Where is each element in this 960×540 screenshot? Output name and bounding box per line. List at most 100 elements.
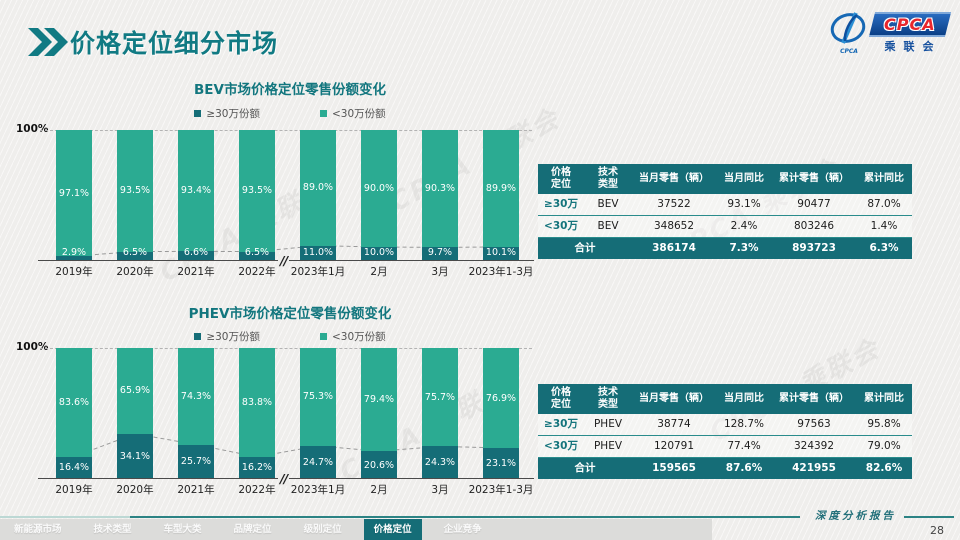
bar-value-label: 16.2% [241, 462, 273, 474]
segment-over-300k: 10.0% [361, 247, 397, 260]
x-axis-label: 2019年 [55, 266, 93, 278]
tab-企业竞争[interactable]: 企业竞争 [443, 524, 482, 535]
total-row-cell: 合计 [538, 458, 632, 479]
bar-value-label: 16.4% [58, 462, 90, 474]
x-axis-label: 2022年 [238, 484, 276, 496]
table-header-cell: 累计同比 [856, 384, 912, 414]
x-axis-label: 3月 [431, 484, 449, 496]
total-row-cell: 421955 [772, 458, 856, 479]
x-axis-label: 2023年1-3月 [468, 484, 534, 496]
legend-label: ≥30万份额 [206, 331, 260, 343]
bev-axis-break: // [278, 253, 290, 268]
bar-value-label: 10.0% [363, 247, 395, 258]
bar-value-label: 6.5% [122, 247, 148, 258]
table-cell: 97563 [772, 414, 856, 436]
bar-2023年1月: 75.3% 24.7% [300, 348, 336, 478]
bar-value-label: 83.8% [241, 396, 273, 408]
legend-label: ≥30万份额 [206, 108, 260, 120]
segment-over-300k: 34.1% [117, 433, 153, 478]
bar-2020年: 93.5% 6.5% [117, 130, 153, 260]
legend-item-over30: ≥30万份额 [194, 329, 260, 344]
bar-value-label: 90.3% [424, 183, 456, 195]
segment-under-300k: 76.9% [483, 348, 519, 448]
phev-data-table: 价格 定位 技术 类型 当月零售（辆） 当月同比 累计零售（辆） 累计同比 ≥30万 PHEV… [538, 384, 912, 479]
tab-技术类型[interactable]: 技术类型 [93, 524, 132, 535]
table-cell: BEV [584, 216, 632, 238]
phev-y-axis-max-label: 100% [16, 341, 49, 353]
bev-data-table: 价格 定位 技术 类型 当月零售（辆） 当月同比 累计零售（辆） 累计同比 ≥30万 BEV 3… [538, 164, 912, 259]
bar-value-label: 10.1% [485, 247, 517, 258]
table-header-cell: 价格 定位 [538, 164, 584, 194]
total-row-cell: 159565 [632, 458, 716, 479]
table-header-cell: 当月同比 [716, 164, 772, 194]
table-cell: 95.8% [856, 414, 912, 436]
segment-under-300k: 93.5% [117, 130, 153, 252]
legend-item-under30: <30万份额 [320, 106, 386, 121]
phev-stacked-bar-plot: // 83.6% 16.4% 65.9% 34.1% 74.3% 25.7% 83.8% 16… [38, 348, 534, 486]
segment-under-300k: 93.4% [178, 130, 214, 252]
bar-value-label: 79.4% [363, 394, 395, 406]
tab-级别定位[interactable]: 级别定位 [303, 524, 342, 535]
legend-label: <30万份额 [332, 331, 386, 343]
tab-车型大类[interactable]: 车型大类 [163, 524, 202, 535]
bar-2020年: 65.9% 34.1% [117, 348, 153, 478]
segment-under-300k: 65.9% [117, 348, 153, 434]
segment-under-300k: 89.9% [483, 130, 519, 247]
bar-3月: 75.7% 24.3% [422, 348, 458, 478]
table-cell: 38774 [632, 414, 716, 436]
bar-2023年1-3月: 76.9% 23.1% [483, 348, 519, 478]
price-tier-cell: ≥30万 [538, 414, 584, 436]
bar-3月: 90.3% 9.7% [422, 130, 458, 260]
bar-value-label: 65.9% [119, 385, 151, 397]
segment-over-300k: 10.1% [483, 246, 519, 260]
bar-value-label: 90.0% [363, 183, 395, 194]
legend-swatch-over30-icon [194, 333, 202, 340]
total-row-cell: 7.3% [716, 238, 772, 259]
segment-under-300k: 89.0% [300, 130, 336, 246]
bar-value-label: 76.9% [485, 392, 517, 404]
table-cell: 93.1% [716, 194, 772, 216]
tab-品牌定位[interactable]: 品牌定位 [233, 524, 272, 535]
x-axis-label: 2019年 [55, 484, 93, 496]
segment-under-300k: 74.3% [178, 348, 214, 445]
total-row-cell: 82.6% [856, 458, 912, 479]
table-cell: 77.4% [716, 436, 772, 458]
x-axis-label: 2020年 [116, 484, 154, 496]
segment-over-300k: 2.9% [56, 247, 92, 260]
x-axis-label: 2021年 [177, 266, 215, 278]
x-axis-label: 2月 [370, 266, 388, 278]
segment-over-300k: 6.6% [178, 247, 214, 260]
footer-rule-right [904, 516, 954, 518]
table-cell: 90477 [772, 194, 856, 216]
table-header-cell: 当月同比 [716, 384, 772, 414]
bar-value-label: 2.9% [61, 247, 87, 258]
bar-value-label: 93.5% [241, 185, 273, 197]
segment-under-300k: 75.7% [422, 348, 458, 447]
table-header-cell: 技术 类型 [584, 164, 632, 194]
bar-value-label: 25.7% [180, 456, 212, 468]
bar-2019年: 97.1% 2.9% [56, 130, 92, 260]
total-row-cell: 893723 [772, 238, 856, 259]
x-axis-label: 2020年 [116, 266, 154, 278]
table-cell: 37522 [632, 194, 716, 216]
bar-2022年: 93.5% 6.5% [239, 130, 275, 260]
table-cell: BEV [584, 194, 632, 216]
x-axis-label: 2023年1月 [290, 484, 346, 496]
x-axis-label: 3月 [431, 266, 449, 278]
table-cell: PHEV [584, 414, 632, 436]
bar-2月: 79.4% 20.6% [361, 348, 397, 478]
cpca-emblem-icon: CPCA [829, 12, 869, 55]
bar-2021年: 74.3% 25.7% [178, 348, 214, 478]
bev-chart-title: BEV市场价格定位零售份额变化 [194, 82, 386, 98]
table-header-cell: 累计零售（辆） [772, 164, 856, 194]
tab-价格定位[interactable]: 价格定位 [363, 519, 422, 540]
table-cell: 2.4% [716, 216, 772, 238]
table-header-cell: 技术 类型 [584, 384, 632, 414]
legend-swatch-under30-icon [320, 110, 327, 117]
bev-legend: ≥30万份额 <30万份额 [40, 106, 540, 121]
legend-item-under30: <30万份额 [320, 329, 386, 344]
segment-under-300k: 97.1% [56, 130, 92, 257]
tab-新能源市场[interactable]: 新能源市场 [14, 524, 62, 535]
segment-over-300k: 23.1% [483, 447, 519, 478]
total-row-cell: 87.6% [716, 458, 772, 479]
